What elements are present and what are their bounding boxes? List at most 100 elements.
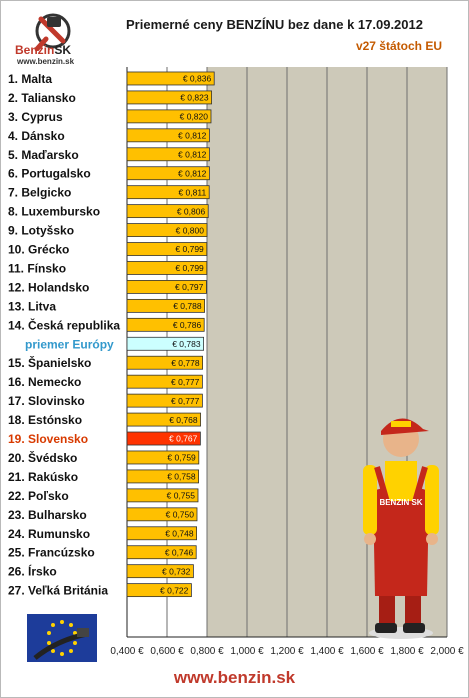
- bar: [126, 317, 205, 332]
- bar: [126, 166, 210, 181]
- bar-value-label: € 0,768: [169, 415, 198, 425]
- bar-value-label: € 0,748: [165, 528, 194, 538]
- bar: [126, 564, 194, 579]
- bar: [126, 204, 209, 219]
- x-tick-label: 1,400 €: [310, 646, 344, 657]
- category-label: 26. Írsko: [8, 564, 57, 579]
- bar: [126, 90, 212, 105]
- benzin-logo: [13, 9, 93, 69]
- bar: [126, 355, 203, 370]
- bar-value-label: € 0,786: [173, 320, 202, 330]
- mascot-shirt-text: BENZIN SK: [379, 498, 422, 507]
- category-label: 2. Taliansko: [8, 91, 76, 105]
- category-label: 8. Luxembursko: [8, 205, 100, 219]
- bar: [126, 298, 205, 313]
- bar-value-label: € 0,777: [171, 377, 200, 387]
- x-tick-label: 1,000 €: [230, 646, 264, 657]
- bar-value-label: € 0,836: [183, 74, 212, 84]
- bar-value-label: € 0,799: [175, 244, 204, 254]
- x-tick-label: 0,800 €: [190, 646, 224, 657]
- category-label: 14. Česká republika: [8, 317, 120, 332]
- bar-value-label: € 0,777: [171, 396, 200, 406]
- bar: [126, 261, 208, 275]
- category-label: 10. Grécko: [8, 243, 69, 257]
- category-label: 19. Slovensko: [8, 432, 88, 446]
- category-label: 25. Francúzsko: [8, 546, 95, 560]
- bar: [126, 545, 197, 560]
- bar: [126, 488, 199, 503]
- bar-value-label: € 0,746: [165, 547, 194, 557]
- bar-value-label: € 0,812: [178, 131, 207, 141]
- fuel-pump-icon: [34, 13, 71, 52]
- bar: [126, 526, 197, 541]
- bar: [126, 223, 208, 237]
- category-label: 5. Maďarsko: [8, 148, 79, 162]
- bar: [126, 71, 215, 86]
- x-tick-label: 1,600 €: [350, 646, 384, 657]
- category-label: priemer Európy: [25, 337, 114, 351]
- category-label: 18. Estónsko: [8, 413, 82, 427]
- bar-value-label: € 0,812: [178, 149, 207, 159]
- category-label: 12. Holandsko: [8, 280, 89, 294]
- eu-flag-icon: [27, 614, 97, 662]
- bar: [126, 185, 210, 200]
- bar-value-label: € 0,806: [177, 206, 206, 216]
- bar-value-label: € 0,799: [175, 263, 204, 273]
- category-label: 9. Lotyšsko: [8, 224, 74, 238]
- bar: [126, 431, 201, 446]
- bar-value-label: € 0,811: [178, 187, 206, 197]
- bar: [126, 242, 208, 256]
- category-label: 16. Nemecko: [8, 375, 81, 389]
- x-tick-label: 0,600 €: [150, 646, 184, 657]
- bar-value-label: € 0,778: [171, 358, 200, 368]
- bar-value-label: € 0,823: [180, 93, 209, 103]
- category-label: 1. Malta: [8, 72, 52, 86]
- bar-value-label: € 0,759: [167, 453, 196, 463]
- bar-value-label: € 0,758: [167, 472, 196, 482]
- bar: [126, 507, 198, 522]
- x-tick-label: 2,000 €: [430, 646, 464, 657]
- category-label: 21. Rakúsko: [8, 470, 78, 484]
- bar: [126, 374, 203, 389]
- bar-value-label: € 0,755: [167, 491, 196, 501]
- bar-value-label: € 0,722: [160, 585, 189, 595]
- x-tick-label: 0,400 €: [110, 646, 144, 657]
- x-tick-label: 1,200 €: [270, 646, 304, 657]
- category-label: 17. Slovinsko: [8, 394, 85, 408]
- bar-value-label: € 0,750: [166, 510, 195, 520]
- bar: [126, 450, 200, 465]
- logo-text: BenzinSK: [15, 43, 72, 57]
- category-label: 7. Belgicko: [8, 186, 71, 200]
- bar: [126, 583, 192, 598]
- category-label: 13. Litva: [8, 299, 56, 313]
- chart-title: Priemerné ceny BENZÍNU bez dane k 17.09.…: [126, 17, 423, 32]
- category-label: 27. Veľká Británia: [8, 584, 108, 598]
- logo-url: www.benzin.sk: [17, 57, 75, 66]
- bar-value-label: € 0,767: [169, 434, 198, 444]
- bar: [126, 469, 199, 484]
- bar: [126, 128, 210, 143]
- category-label: 15. Španielsko: [8, 355, 91, 370]
- bar: [126, 280, 207, 294]
- category-label: 3. Cyprus: [8, 110, 63, 124]
- bar: [126, 147, 210, 162]
- mascot-figure: BENZIN SK: [363, 418, 439, 639]
- bar: [126, 412, 201, 427]
- category-label: 22. Poľsko: [8, 489, 69, 503]
- category-label: 11. Fínsko: [8, 261, 66, 275]
- category-label: 24. Rumunsko: [8, 527, 90, 541]
- footer-url[interactable]: www.benzin.sk: [173, 668, 296, 687]
- bar-value-label: € 0,812: [178, 168, 207, 178]
- category-label: 6. Portugalsko: [8, 167, 91, 181]
- bar-value-label: € 0,800: [176, 225, 205, 235]
- chart-subtitle: v27 štátoch EU: [355, 39, 442, 53]
- bar-value-label: € 0,788: [173, 301, 202, 311]
- category-label: 4. Dánsko: [8, 129, 65, 143]
- bar-value-label: € 0,732: [162, 566, 191, 576]
- bar-value-label: € 0,820: [180, 112, 209, 122]
- category-label: 20. Švédsko: [8, 450, 77, 465]
- bar-value-label: € 0,783: [172, 339, 201, 349]
- x-tick-label: 1,800 €: [390, 646, 424, 657]
